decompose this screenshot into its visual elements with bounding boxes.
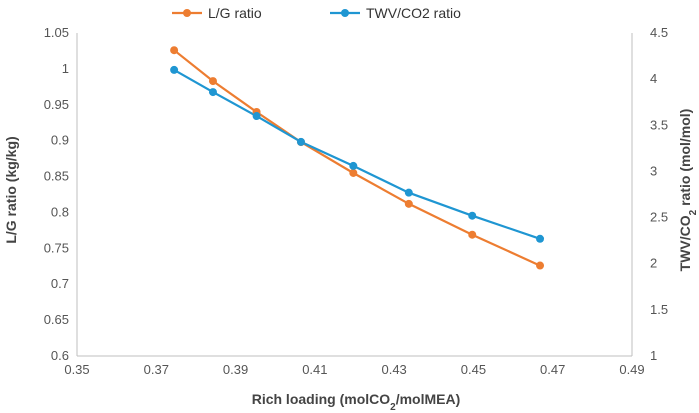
y-axis-title-right: TWV/CO2 ratio (mol/mol) [677,109,699,272]
data-point-lg-ratio [404,199,413,208]
x-tick-label: 0.35 [64,362,89,377]
data-point-twv-co2-ratio [208,88,217,97]
y-right-tick-label: 2 [650,256,657,271]
legend-marker-0 [183,9,191,17]
y-right-tick-label: 3 [650,163,657,178]
y-left-tick-label: 0.9 [51,133,69,148]
data-point-twv-co2-ratio [349,161,358,170]
data-point-twv-co2-ratio [536,234,545,243]
x-tick-label: 0.47 [540,362,565,377]
legend-label: TWV/CO2 ratio [366,5,461,21]
x-tick-label: 0.39 [223,362,248,377]
data-point-twv-co2-ratio [296,137,305,146]
y-right-tick-label: 4.5 [650,25,668,40]
y-axis-title-left: L/G ratio (kg/kg) [3,136,19,243]
data-point-twv-co2-ratio [468,211,477,220]
x-tick-label: 0.37 [144,362,169,377]
data-point-lg-ratio [170,46,179,55]
series-line-lg-ratio [173,49,541,267]
y-left-tick-label: 1 [62,61,69,76]
y-right-tick-label: 4 [650,71,657,86]
y-right-tick-label: 2.5 [650,210,668,225]
data-point-twv-co2-ratio [170,65,179,74]
data-point-lg-ratio [468,230,477,239]
x-tick-label: 0.41 [302,362,327,377]
data-point-lg-ratio [208,77,217,86]
legend-label: L/G ratio [208,5,262,21]
data-point-lg-ratio [349,168,358,177]
y-left-tick-label: 0.95 [44,97,69,112]
series-line-twv-co2-ratio [173,68,541,240]
x-tick-label: 0.49 [619,362,644,377]
data-point-twv-co2-ratio [404,188,413,197]
y-left-tick-label: 1.05 [44,25,69,40]
y-left-tick-label: 0.75 [44,240,69,255]
y-left-tick-label: 0.8 [51,204,69,219]
y-left-tick-label: 0.6 [51,348,69,363]
legend-marker-1 [341,9,349,17]
x-tick-label: 0.43 [381,362,406,377]
y-right-tick-label: 1 [650,348,657,363]
x-tick-label: 0.45 [461,362,486,377]
y-right-tick-label: 3.5 [650,117,668,132]
data-point-lg-ratio [536,261,545,270]
y-left-tick-label: 0.7 [51,276,69,291]
y-left-tick-label: 0.65 [44,312,69,327]
y-right-tick-label: 1.5 [650,302,668,317]
data-point-twv-co2-ratio [252,112,261,121]
x-axis-title: Rich loading (molCO2/molMEA) [252,391,461,413]
y-left-tick-label: 0.85 [44,169,69,184]
